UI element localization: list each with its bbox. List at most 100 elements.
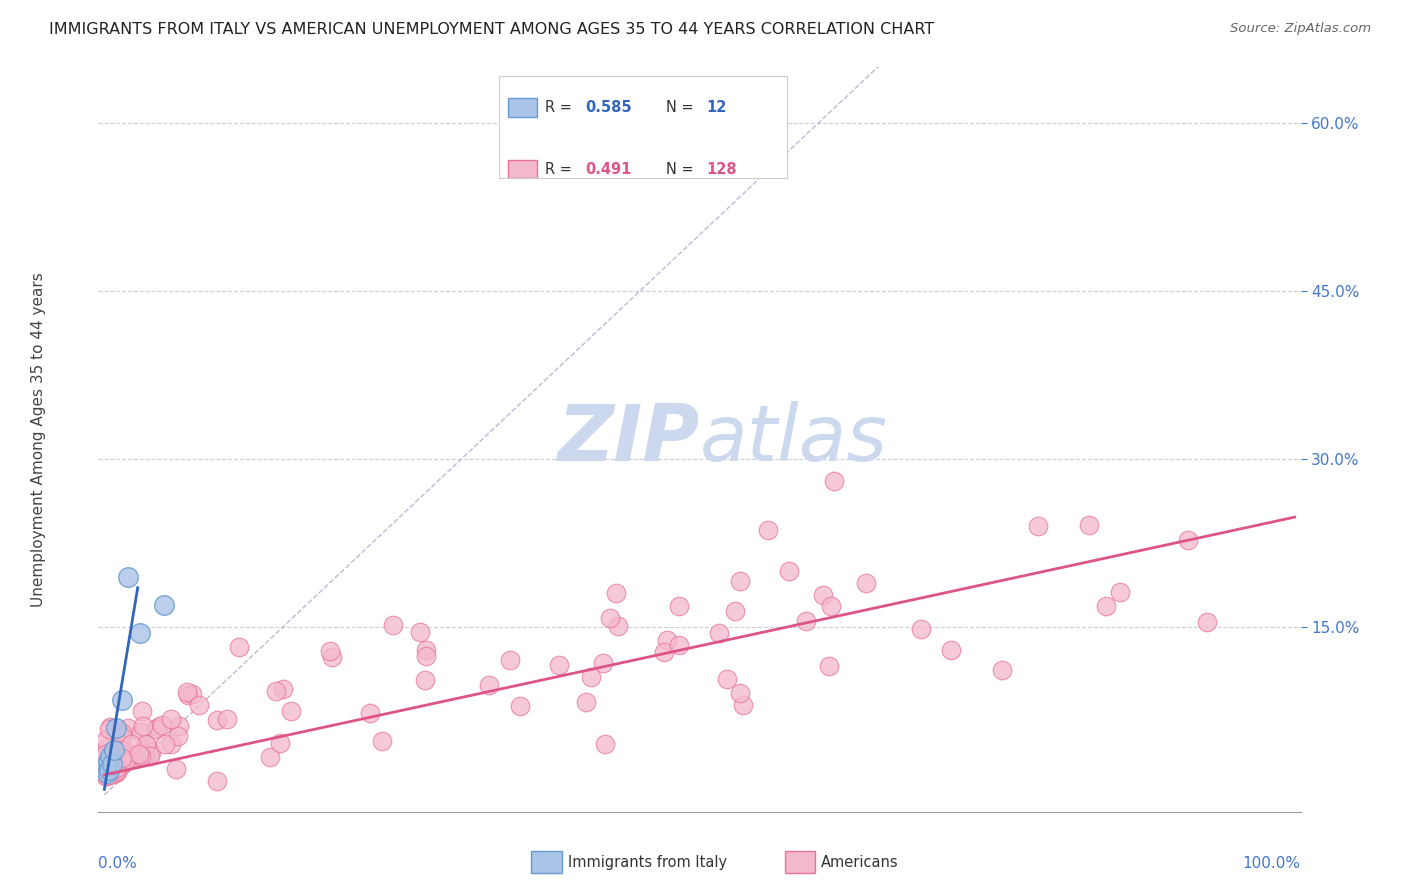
Point: [111, 730, 134, 744]
Point: [509, 699, 531, 714]
Point: [1109, 585, 1132, 599]
Point: [98, 764, 121, 778]
Point: [135, 739, 157, 753]
Point: [359, 706, 381, 721]
Point: [103, 743, 125, 757]
Point: [105, 764, 128, 778]
Text: ZIP: ZIP: [557, 401, 699, 477]
Point: [103, 747, 125, 761]
Text: 128: 128: [707, 161, 737, 177]
Point: [117, 746, 139, 760]
Point: [139, 748, 162, 763]
Bar: [508, 98, 537, 117]
Point: [228, 640, 250, 655]
Point: [98, 768, 121, 782]
Point: [575, 695, 598, 709]
Point: [593, 737, 616, 751]
Point: [104, 743, 127, 757]
Text: 0.0%: 0.0%: [98, 856, 138, 871]
Point: [96, 747, 118, 762]
Text: 100.0%: 100.0%: [1243, 856, 1301, 871]
Point: [107, 755, 129, 769]
Point: [165, 762, 187, 776]
Point: [103, 765, 125, 780]
Text: IMMIGRANTS FROM ITALY VS AMERICAN UNEMPLOYMENT AMONG AGES 35 TO 44 YEARS CORRELA: IMMIGRANTS FROM ITALY VS AMERICAN UNEMPL…: [49, 22, 935, 37]
Point: [110, 743, 132, 757]
Point: [100, 756, 122, 771]
Point: [96, 765, 118, 780]
Point: [413, 673, 436, 688]
Text: Americans: Americans: [821, 855, 898, 870]
Point: [131, 704, 153, 718]
Point: [177, 688, 200, 702]
Point: [98, 722, 121, 736]
Point: [153, 598, 176, 612]
Point: [160, 712, 183, 726]
Point: [129, 724, 152, 739]
Point: [409, 624, 432, 639]
Point: [101, 766, 124, 780]
Point: [103, 763, 125, 777]
Point: [104, 766, 127, 780]
Point: [1177, 533, 1199, 547]
Point: [110, 747, 132, 762]
Point: [707, 626, 730, 640]
Point: [111, 757, 134, 772]
Point: [129, 625, 152, 640]
Point: [756, 523, 779, 537]
Point: [167, 729, 190, 743]
Point: [941, 643, 963, 657]
Point: [148, 720, 170, 734]
Point: [94, 769, 117, 783]
Point: [145, 722, 167, 736]
Point: [579, 670, 602, 684]
Point: [124, 750, 146, 764]
Point: [724, 604, 747, 618]
Text: Unemployment Among Ages 35 to 44 years: Unemployment Among Ages 35 to 44 years: [31, 272, 46, 607]
Point: [1195, 615, 1218, 629]
Point: [280, 704, 302, 718]
Point: [817, 658, 839, 673]
Point: [105, 721, 128, 735]
Point: [105, 764, 128, 779]
Point: [111, 725, 134, 739]
Point: [548, 657, 571, 672]
Point: [97, 755, 120, 769]
Point: [655, 632, 678, 647]
Point: [150, 717, 173, 731]
Point: [271, 682, 294, 697]
Point: [98, 748, 121, 763]
Point: [605, 585, 627, 599]
Point: [668, 638, 690, 652]
Point: [371, 734, 394, 748]
Point: [415, 648, 437, 663]
Point: [716, 672, 738, 686]
Point: [111, 751, 134, 765]
Point: [129, 749, 152, 764]
Point: [120, 737, 142, 751]
Point: [105, 754, 128, 768]
Point: [652, 645, 675, 659]
Text: 0.585: 0.585: [585, 100, 633, 115]
Point: [167, 719, 190, 733]
Point: [1078, 517, 1101, 532]
Point: [991, 663, 1014, 677]
Text: N =: N =: [666, 100, 699, 115]
Point: [855, 576, 877, 591]
Text: R =: R =: [546, 100, 576, 115]
Point: [910, 622, 932, 636]
Point: [103, 757, 125, 772]
Point: [382, 617, 405, 632]
Point: [668, 599, 690, 613]
Point: [794, 615, 817, 629]
Point: [97, 754, 120, 768]
Point: [104, 756, 127, 771]
Point: [139, 745, 162, 759]
Point: [134, 747, 156, 761]
Text: N =: N =: [666, 161, 699, 177]
Point: [499, 653, 522, 667]
Point: [110, 755, 132, 769]
Point: [124, 751, 146, 765]
Point: [104, 761, 127, 775]
Point: [478, 678, 501, 692]
